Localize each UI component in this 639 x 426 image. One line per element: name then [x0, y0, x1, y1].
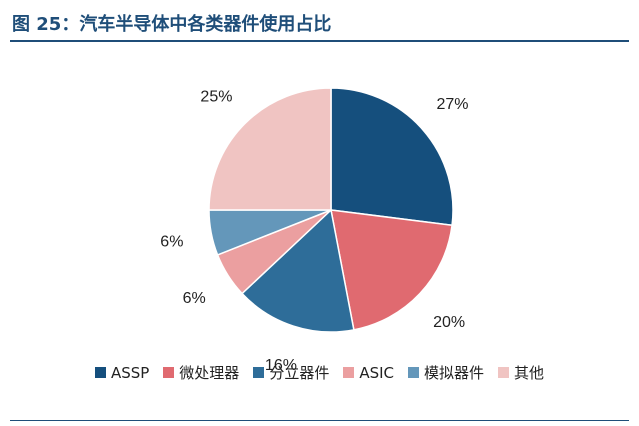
legend-swatch [163, 367, 175, 378]
pie-slice-1 [330, 87, 454, 227]
slice-label-3: 16% [265, 357, 297, 374]
legend-item-4: ASIC [343, 362, 394, 383]
legend-item-2: 微处理器 [163, 362, 239, 383]
figure-title: 图 25：汽车半导体中各类器件使用占比 [12, 14, 332, 35]
legend-swatch [343, 367, 355, 378]
legend-label: ASIC [359, 363, 395, 382]
legend-item-6: 其他 [498, 362, 544, 383]
slice-label-1: 27% [437, 96, 469, 113]
slice-label-4: 6% [183, 290, 206, 307]
legend-swatch [94, 367, 106, 378]
legend-swatch [253, 367, 265, 378]
legend-swatch [408, 367, 420, 378]
legend-item-1: ASSP [94, 362, 150, 383]
legend-label: ASSP [110, 363, 150, 382]
bottom-divider [10, 420, 629, 421]
slice-label-5: 6% [160, 233, 183, 250]
legend-swatch [498, 367, 510, 378]
legend-label: 模拟器件 [424, 364, 485, 382]
pie-slice-6 [208, 87, 332, 211]
legend: ASSP 微处理器 分立器件 ASIC 模拟器件 其他 [0, 362, 639, 383]
pie-slice-2 [330, 209, 453, 331]
legend-label: 分立器件 [269, 364, 330, 382]
legend-item-3: 分立器件 [253, 362, 329, 383]
legend-item-5: 模拟器件 [408, 362, 484, 383]
title-divider [10, 40, 629, 42]
pie-slice-3 [241, 208, 355, 333]
pie-slices [208, 87, 454, 333]
pie-labels: 27% 20% 16% 6% 6% 25% [160, 88, 468, 374]
slice-label-2: 20% [433, 314, 465, 331]
slice-label-6: 25% [200, 88, 232, 105]
legend-label: 其他 [514, 364, 545, 382]
legend-label: 微处理器 [179, 364, 240, 382]
